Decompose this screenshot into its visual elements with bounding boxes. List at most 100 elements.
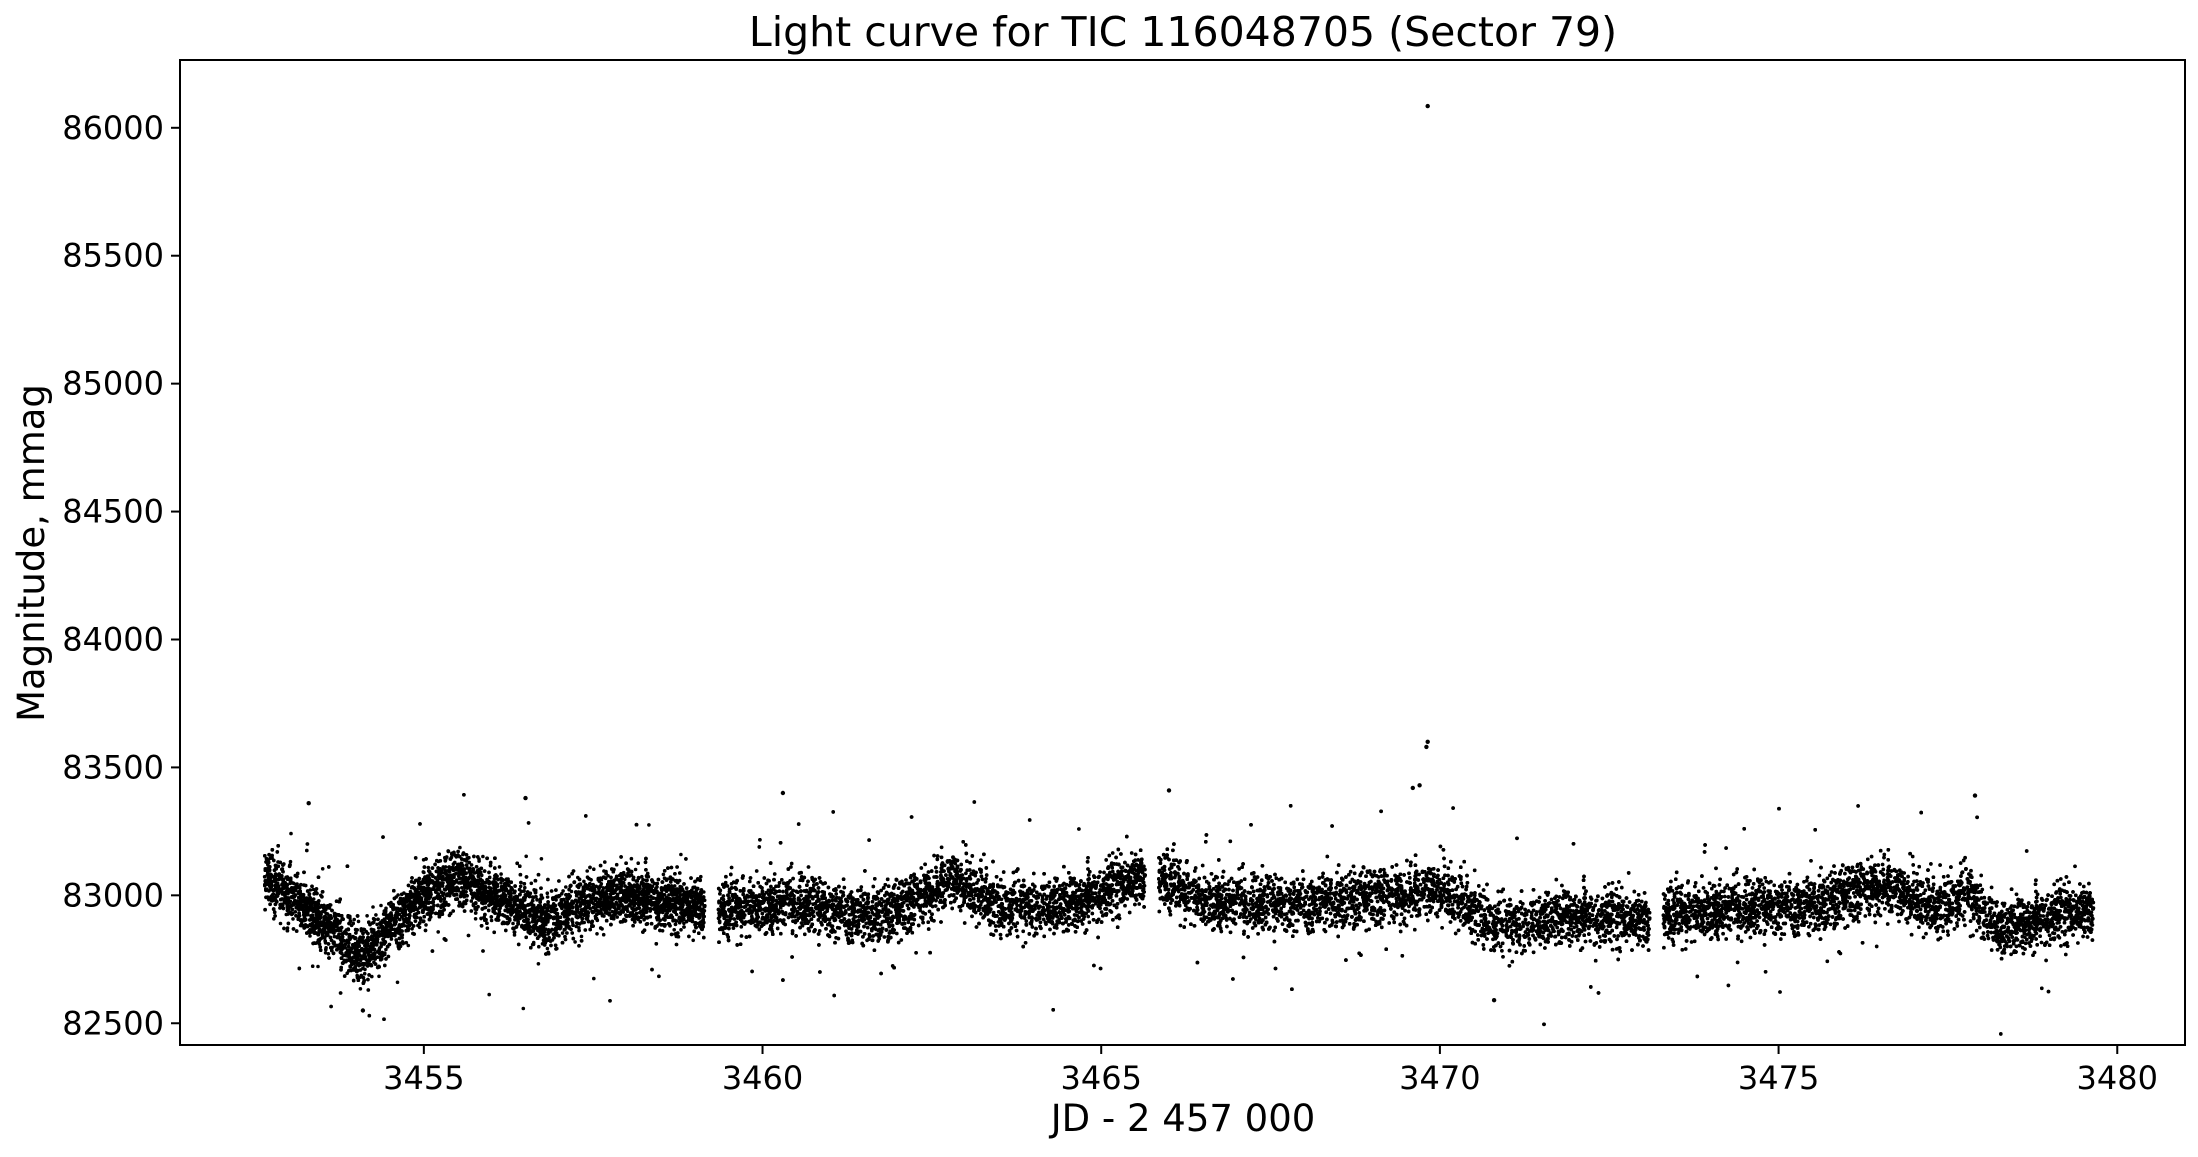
data-point — [584, 814, 588, 818]
data-point — [499, 872, 503, 876]
data-point — [362, 971, 367, 976]
data-point — [497, 908, 501, 912]
data-point — [592, 976, 596, 981]
data-point — [658, 928, 662, 933]
data-point — [535, 898, 539, 902]
data-point — [518, 884, 523, 889]
data-point — [316, 964, 320, 969]
data-point — [671, 918, 675, 923]
data-point — [376, 926, 381, 930]
data-point — [513, 884, 517, 888]
data-point — [574, 924, 579, 929]
data-point — [377, 974, 381, 979]
data-point — [400, 892, 404, 897]
data-point — [637, 916, 641, 920]
data-point — [650, 967, 654, 972]
data-point — [590, 919, 595, 924]
data-point — [577, 877, 582, 882]
data-point — [529, 881, 534, 886]
data-point — [320, 867, 325, 871]
data-point — [396, 893, 400, 897]
data-point — [649, 921, 654, 926]
data-point — [588, 865, 592, 870]
data-point — [426, 865, 431, 870]
data-point — [603, 860, 607, 864]
data-point — [271, 888, 276, 893]
data-point — [332, 934, 337, 939]
data-point — [409, 880, 414, 884]
data-point — [575, 921, 579, 925]
data-point — [320, 895, 324, 899]
data-point — [692, 929, 696, 934]
data-points-layer — [262, 793, 2096, 1036]
data-point — [648, 914, 653, 919]
data-point — [679, 852, 683, 857]
data-point — [272, 917, 276, 921]
data-point — [537, 944, 541, 949]
data-point — [413, 912, 417, 917]
data-point — [366, 988, 371, 992]
data-point — [691, 938, 695, 943]
data-point — [545, 946, 550, 951]
data-point — [458, 845, 462, 850]
data-point — [673, 910, 677, 914]
x-axis-label: JD - 2 457 000 — [1049, 1097, 1316, 1140]
data-point — [421, 870, 426, 874]
data-point — [524, 875, 529, 879]
data-point — [285, 926, 290, 930]
data-point — [316, 875, 321, 879]
data-point — [682, 882, 686, 886]
data-point — [633, 867, 638, 872]
data-point — [679, 885, 684, 889]
data-point — [326, 952, 331, 956]
data-point — [462, 793, 466, 797]
data-point — [371, 905, 375, 909]
data-point — [549, 889, 554, 893]
data-point — [463, 901, 468, 906]
data-point — [615, 915, 619, 919]
data-point — [582, 879, 586, 884]
data-point — [512, 890, 516, 895]
data-point — [489, 915, 494, 919]
data-point — [356, 919, 361, 924]
data-point — [570, 918, 574, 923]
data-point — [460, 886, 464, 890]
data-point — [587, 876, 591, 881]
data-point — [565, 931, 569, 935]
data-point — [437, 852, 442, 856]
data-point — [674, 919, 679, 923]
data-point — [489, 918, 494, 923]
data-point — [407, 913, 412, 917]
data-point — [424, 923, 428, 927]
data-point — [430, 866, 435, 870]
data-point — [536, 872, 541, 877]
data-point — [673, 922, 678, 927]
data-point — [372, 917, 377, 922]
data-point — [422, 914, 427, 919]
data-point — [473, 917, 478, 921]
data-point — [529, 945, 533, 950]
data-point — [303, 883, 308, 888]
data-point — [329, 1004, 333, 1009]
data-point — [342, 974, 347, 978]
data-point — [374, 913, 378, 917]
data-point — [487, 870, 491, 875]
data-point — [672, 928, 676, 932]
data-point — [679, 888, 683, 893]
data-point — [272, 910, 277, 914]
data-point — [476, 855, 480, 859]
data-point — [433, 862, 437, 867]
data-point — [352, 917, 357, 922]
data-point — [628, 903, 632, 908]
data-point — [633, 914, 638, 919]
data-point — [545, 891, 550, 895]
data-point — [640, 874, 644, 879]
data-point — [676, 934, 681, 939]
data-point — [376, 917, 380, 922]
y-axis-label: Magnitude, mmag — [10, 384, 53, 722]
data-point — [682, 921, 686, 926]
data-point — [598, 926, 603, 930]
data-point — [629, 856, 634, 861]
